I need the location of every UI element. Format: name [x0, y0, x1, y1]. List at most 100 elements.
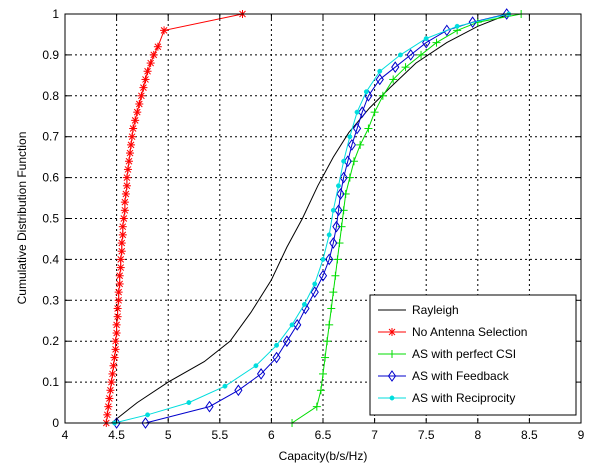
data-point [131, 116, 140, 125]
data-point [124, 157, 133, 166]
data-point [354, 109, 360, 115]
legend-box [369, 294, 577, 416]
ticks: 4 4.5 5 5.5 6 6.5 7 7.5 8 8.5 9 0 0.1 0.2 0.3 0.4 0.5 0.6… [42, 7, 584, 442]
data-point [334, 204, 343, 217]
data-point [111, 345, 120, 354]
y-tick-label: 0.8 [42, 89, 59, 103]
data-point [103, 410, 112, 419]
x-tick-label: 9 [578, 428, 585, 442]
data-point [205, 400, 214, 413]
legend-marker [388, 350, 396, 358]
data-point [325, 320, 334, 329]
data-point [119, 214, 128, 223]
data-point [329, 288, 338, 297]
y-tick-label: 0.9 [42, 48, 59, 62]
x-tick-label: 8 [474, 428, 481, 442]
data-point [114, 296, 123, 305]
data-point [468, 16, 477, 29]
data-point [108, 369, 117, 378]
data-point [352, 122, 362, 135]
data-point [116, 263, 125, 272]
data-point [115, 279, 124, 288]
legend-label: No Antenna Selection [412, 325, 527, 339]
legend-label: AS with Feedback [412, 369, 510, 383]
data-point [122, 181, 131, 190]
x-tick-label: 4 [62, 428, 69, 442]
data-point [329, 237, 338, 249]
data-point [116, 255, 125, 264]
data-point [378, 91, 387, 100]
data-point [127, 140, 136, 149]
x-tick-label: 6 [268, 428, 275, 442]
data-point [312, 402, 321, 411]
x-tick-label: 4.5 [108, 428, 125, 442]
data-point [356, 140, 365, 149]
data-point [128, 132, 137, 141]
data-point [339, 171, 348, 184]
data-point [442, 24, 451, 37]
data-point [330, 207, 336, 213]
data-point [423, 36, 429, 41]
data-point [186, 400, 192, 405]
data-point [137, 91, 146, 100]
data-point [153, 42, 162, 51]
x-tick-label: 5.5 [211, 428, 228, 442]
series-line [291, 13, 522, 424]
series-as-with-reciprocity [112, 11, 512, 426]
data-point [117, 239, 126, 248]
data-point [121, 189, 130, 198]
data-point [337, 222, 346, 231]
data-point [347, 134, 353, 140]
legend-entry: AS with perfect CSI [378, 347, 516, 361]
data-point [110, 353, 119, 362]
data-point [310, 286, 319, 298]
data-point [139, 83, 148, 92]
legend-entry: No Antenna Selection [378, 325, 527, 339]
data-point [339, 206, 348, 215]
data-point [133, 108, 142, 117]
data-point [321, 353, 330, 362]
legend-entry: AS with Feedback [378, 369, 510, 383]
y-tick-label: 1 [52, 7, 59, 21]
data-point [293, 318, 302, 331]
data-point [333, 255, 342, 264]
data-point [222, 383, 228, 389]
data-point [289, 322, 295, 328]
data-point [432, 38, 441, 47]
data-point [363, 89, 369, 95]
data-point [149, 50, 158, 59]
data-point [454, 23, 460, 29]
data-point [106, 386, 115, 395]
y-tick-label: 0.1 [42, 375, 59, 389]
legend: Rayleigh No Antenna Selection AS with perf… [369, 294, 577, 416]
data-point [377, 68, 383, 74]
data-point [160, 26, 169, 35]
data-point [129, 124, 138, 133]
data-point [253, 363, 259, 369]
data-point [256, 368, 266, 380]
y-tick-label: 0.2 [42, 334, 59, 348]
series-line [114, 13, 509, 424]
data-point [135, 99, 144, 108]
data-point [316, 386, 325, 395]
data-point [113, 312, 122, 321]
data-point [146, 59, 155, 68]
data-point [323, 337, 332, 346]
data-point [370, 108, 379, 117]
data-point [104, 402, 113, 411]
data-point [122, 173, 131, 182]
legend-marker [387, 370, 397, 382]
data-point [318, 269, 328, 282]
data-point [118, 230, 127, 239]
x-tick-label: 5 [165, 428, 172, 442]
data-point [234, 384, 243, 397]
y-tick-label: 0.4 [42, 252, 59, 266]
data-point [325, 253, 334, 266]
data-point [326, 232, 332, 238]
x-tick-label: 7 [371, 428, 378, 442]
x-tick-label: 8.5 [521, 428, 538, 442]
data-point [331, 271, 340, 280]
series-rayleigh [111, 13, 509, 424]
x-tick-label: 7.5 [418, 428, 435, 442]
data-point [112, 329, 121, 338]
